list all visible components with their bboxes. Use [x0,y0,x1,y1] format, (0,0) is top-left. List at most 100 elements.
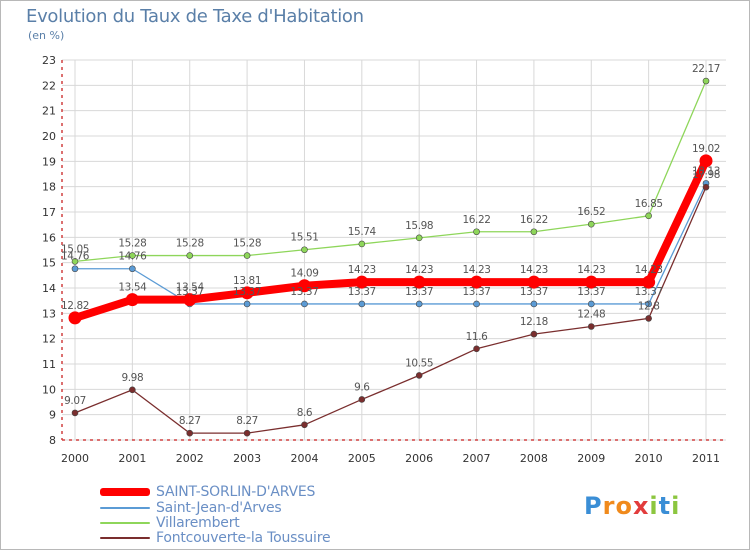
x-tick-label: 2003 [233,452,261,465]
data-point [527,275,541,289]
data-label: 12.8 [638,300,660,312]
data-label: 14.76 [118,251,147,263]
data-point [530,330,538,338]
data-point [358,396,366,403]
y-tick-label: 17 [42,206,56,219]
legend-swatch [100,488,150,496]
x-tick-label: 2009 [577,452,605,465]
proxiti-logo: Proxiti [584,492,680,520]
x-tick-label: 2000 [61,452,89,465]
data-point [530,300,538,308]
series-line [71,156,710,322]
y-tick-label: 18 [42,181,56,194]
x-tick-label: 2002 [176,452,204,465]
data-point [243,429,251,437]
data-label: 8.27 [236,415,258,427]
data-label: 14.23 [520,264,548,276]
y-tick-label: 9 [49,409,56,422]
legend-swatch [100,522,150,524]
y-tick-label: 16 [42,231,56,244]
data-label: 13.37 [348,286,376,298]
data-label: 16.22 [463,214,491,226]
data-point [301,246,308,254]
data-label: 13.37 [233,286,261,298]
data-point [470,275,484,289]
data-label: 13.54 [118,282,147,294]
data-label: 13.37 [577,286,605,298]
x-tick-label: 2001 [118,452,146,465]
series-line [74,186,707,434]
data-label: 16.52 [577,206,605,218]
data-label: 14.23 [348,264,376,276]
data-point [530,228,538,236]
data-label: 16.22 [520,214,548,226]
data-point [702,77,710,85]
data-point [473,345,480,353]
data-point [71,258,79,265]
data-point [473,300,480,308]
y-tick-label: 21 [42,105,56,118]
data-point [129,265,136,273]
data-point [358,300,366,308]
y-tick-label: 15 [42,257,56,270]
data-label: 15.98 [405,220,433,232]
legend-label: Villarembert [156,515,240,531]
data-label: 9.07 [64,395,86,407]
data-point [129,386,136,394]
y-tick-label: 22 [42,79,56,92]
data-label: 14.23 [635,264,663,276]
x-tick-label: 2005 [348,452,376,465]
data-point [301,421,308,429]
data-label: 9.6 [354,381,370,393]
data-point [129,252,136,259]
x-tick-label: 2006 [405,452,433,465]
data-label: 17.98 [692,169,720,181]
data-label: 8.6 [297,407,313,419]
chart-data-labels: 12.82 13.54 13.54 13.81 14.09 14.23 14.23 14.23… [61,63,720,427]
data-label: 15.28 [233,238,261,250]
data-point [301,300,308,308]
data-label: 15.51 [290,232,318,244]
chart-subtitle: (en %) [28,29,65,42]
data-point [243,252,251,259]
x-tick-label: 2007 [463,452,491,465]
data-point [125,293,139,307]
data-label: 16.85 [635,198,663,210]
data-label: 13.37 [290,286,318,298]
logo-letter: i [649,492,659,520]
data-label: 14.23 [577,264,605,276]
data-label: 13.81 [233,275,261,287]
data-point [355,275,369,289]
data-point [587,220,595,228]
data-label: 14.09 [290,268,318,280]
logo-letter: P [584,492,603,520]
data-point [584,275,598,289]
data-label: 13.37 [520,286,548,298]
legend-item-villarembert: Villarembert [100,515,240,531]
legend-item-saint-sorlin: SAINT-SORLIN-D'ARVES [100,484,315,500]
legend-swatch [100,507,150,509]
data-point [415,300,423,308]
data-label: 14.23 [405,264,433,276]
data-label: 13.37 [176,286,204,298]
data-point [297,279,311,293]
data-point [68,311,82,325]
data-label: 12.18 [520,316,548,328]
y-tick-label: 11 [42,358,56,371]
data-label: 11.6 [466,331,488,343]
data-point [183,293,197,307]
data-label: 13.37 [405,286,433,298]
data-point [702,183,710,191]
data-label: 13.54 [176,282,205,294]
logo-letter: x [632,492,650,520]
legend-label: Fontcouverte-la Toussuire [156,530,331,546]
data-label: 14.23 [463,264,491,276]
x-tick-label: 2004 [290,452,318,465]
logo-letter: o [615,492,633,520]
y-tick-label: 12 [42,333,56,346]
data-label: 22.17 [692,63,720,75]
data-point [186,429,194,437]
data-point [699,154,713,168]
y-tick-label: 8 [49,434,56,447]
